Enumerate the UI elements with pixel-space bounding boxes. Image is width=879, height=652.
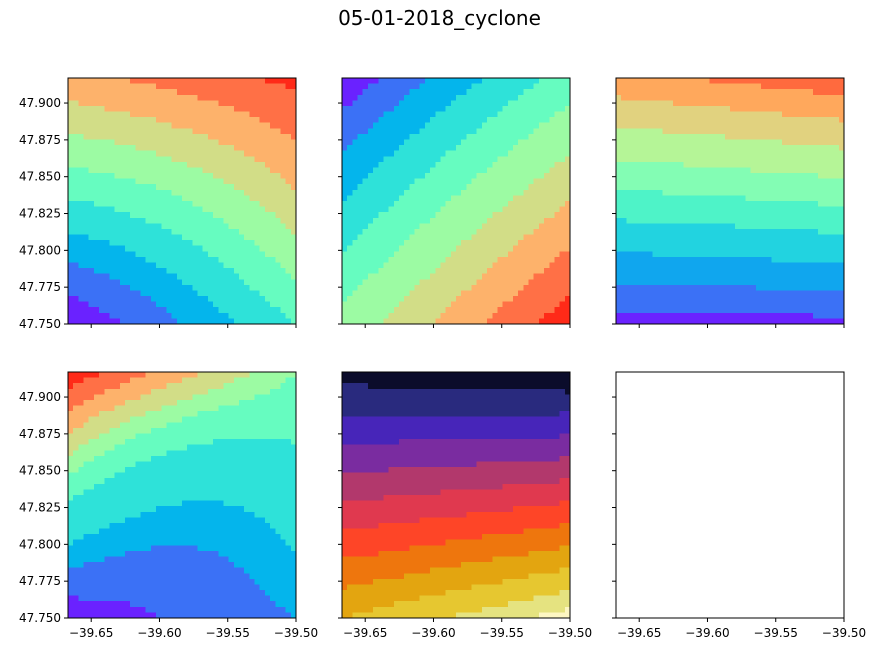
contour-fill [342,372,570,618]
contour-fill [68,78,296,324]
y-tick-label: 47.875 [19,427,61,441]
x-tick-label: −39.60 [685,626,729,640]
x-tick-label: −39.55 [206,626,250,640]
contour-fill [342,78,570,324]
panel-row1-col1: 47.750 47.775 47.800 47.825 47.850 47.875 47.9… [19,77,297,331]
x-tick-label: −39.50 [822,626,866,640]
y-tick-label: 47.850 [19,170,61,184]
y-tick-label: 47.750 [19,317,61,331]
y-tick-label: 47.825 [19,501,61,515]
y-tick-label: 47.900 [19,390,61,404]
x-tick-label: −39.65 [617,626,661,640]
contour-fill [616,78,844,324]
panel-row2-col1: −39.65 −39.60 −39.55 −39.50 47.750 47.775 47.8… [19,371,318,640]
x-tick-label: −39.50 [274,626,318,640]
x-tick-label: −39.50 [548,626,592,640]
axes-frame [615,77,845,325]
y-tick-label: 47.775 [19,574,61,588]
axes-frame [341,77,571,325]
x-tick-label: −39.55 [754,626,798,640]
x-tick-label: −39.55 [480,626,524,640]
y-tick-label: 47.800 [19,243,61,257]
panel-row2-col2: −39.65 −39.60 −39.55 −39.50 [338,371,592,640]
y-tick-label: 47.825 [19,207,61,221]
x-tick-label: −39.65 [69,626,113,640]
y-tick-label: 47.900 [19,96,61,110]
y-tick-label: 47.800 [19,537,61,551]
x-tick-label: −39.60 [411,626,455,640]
x-tick-label: −39.60 [137,626,181,640]
y-tick-label: 47.875 [19,133,61,147]
panel-row1-col3 [612,77,845,328]
axes-frame [67,371,297,619]
figure-title: 05-01-2018_cyclone [338,6,541,30]
x-tick-label: −39.65 [343,626,387,640]
contour-fill [68,372,296,618]
axes-frame [341,371,571,619]
y-tick-label: 47.850 [19,464,61,478]
panel-row1-col2 [338,77,571,328]
axes-frame [67,77,297,325]
panel-row2-col3: −39.65 −39.60 −39.55 −39.50 [612,371,866,640]
y-tick-label: 47.750 [19,611,61,625]
y-tick-label: 47.775 [19,280,61,294]
axes-frame [615,371,845,619]
